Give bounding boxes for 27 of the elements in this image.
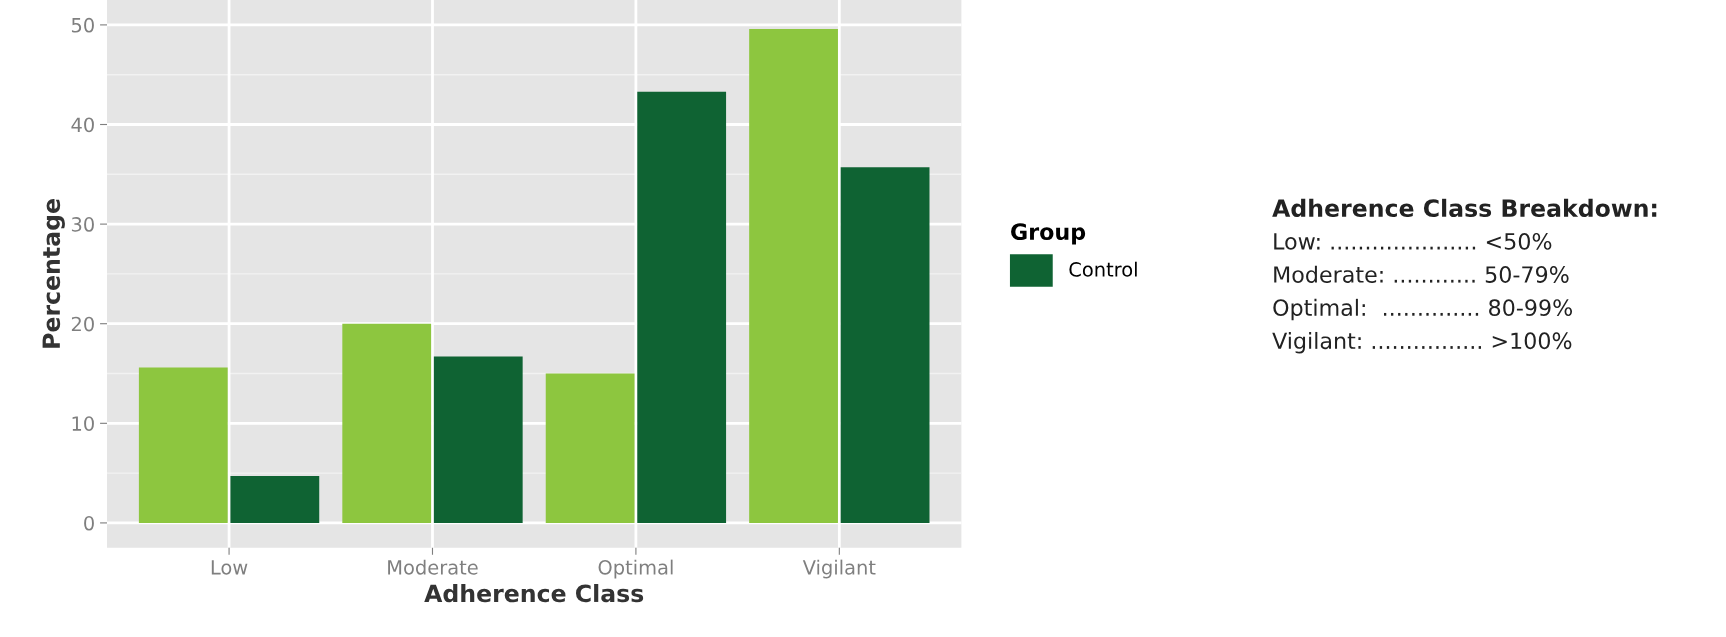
y-axis-title: Percentage	[42, 199, 65, 348]
bar	[342, 323, 432, 523]
bar	[230, 476, 320, 523]
x-axis-title: Adherence Class	[424, 584, 644, 603]
bar	[545, 373, 635, 523]
x-tick-label: Optimal	[598, 559, 673, 579]
text: Adherence Class Breakdown:	[1272, 198, 1657, 218]
bar	[749, 28, 838, 523]
text: Low: ..................... <50%	[1274, 232, 1552, 250]
y-tick-label: 50	[71, 17, 94, 33]
y-tick-label: 10	[72, 416, 94, 431]
text: Moderate: ............ 50-79%	[1274, 265, 1569, 283]
legend-label: Control	[1069, 261, 1137, 277]
x-tick-label: Low	[211, 560, 248, 575]
bar	[840, 167, 930, 523]
bar	[433, 356, 523, 523]
y-tick-label: 40	[71, 117, 94, 133]
text: Vigilant: ................ >100%	[1272, 331, 1572, 354]
y-tick-label: 20	[71, 316, 94, 332]
bar	[138, 367, 228, 523]
legend-title: Group	[1011, 223, 1086, 245]
bar	[637, 91, 727, 523]
text: Optimal: .............. 80-99%	[1273, 298, 1573, 321]
x-tick-label: Vigilant	[802, 559, 876, 579]
x-tick-label: Moderate	[388, 559, 478, 575]
y-tick-label: 30	[71, 217, 94, 232]
y-tick-label: 0	[84, 515, 94, 531]
